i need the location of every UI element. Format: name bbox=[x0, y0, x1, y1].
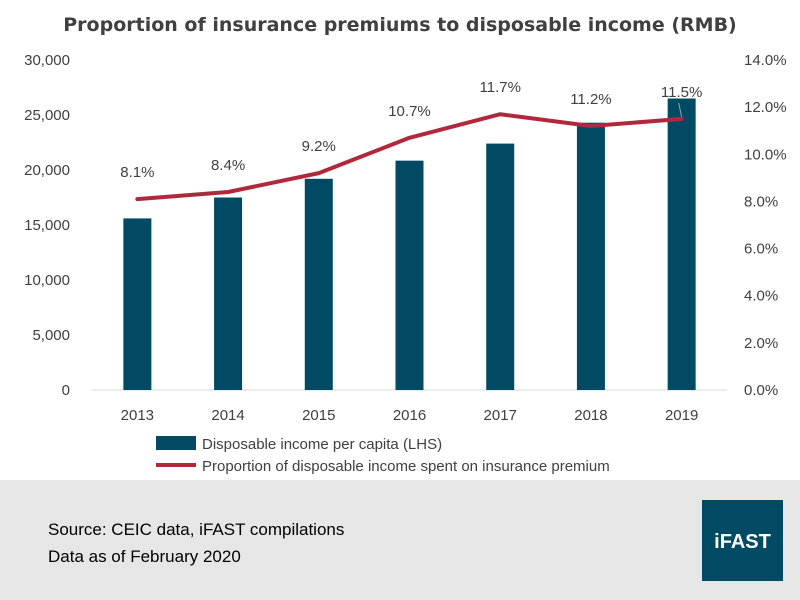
data-label-2015: 9.2% bbox=[302, 138, 336, 155]
data-label-leader bbox=[678, 102, 683, 118]
right-tick-label: 8.0% bbox=[744, 193, 778, 210]
right-axis: 0.0% 2.0% 4.0% 6.0% 8.0% 10.0% 12.0% 14.0% bbox=[744, 52, 787, 399]
left-axis: 0 5,000 10,000 15,000 20,000 25,000 30,000 bbox=[24, 52, 70, 399]
chart-title: Proportion of insurance premiums to disp… bbox=[63, 14, 736, 36]
x-tick-label: 2016 bbox=[393, 407, 426, 424]
data-label-2014: 8.4% bbox=[211, 157, 245, 174]
data-date-note: Data as of February 2020 bbox=[48, 547, 241, 566]
x-tick-label: 2018 bbox=[574, 407, 607, 424]
data-label-2016: 10.7% bbox=[388, 103, 431, 120]
bar-2017 bbox=[486, 143, 515, 390]
legend: Disposable income per capita (LHS) Propo… bbox=[156, 436, 610, 475]
legend-swatch-bar bbox=[156, 436, 196, 450]
footer-background bbox=[0, 480, 800, 600]
right-tick-label: 4.0% bbox=[744, 288, 778, 305]
left-tick-label: 25,000 bbox=[24, 107, 70, 124]
bar-2019 bbox=[667, 98, 696, 390]
left-tick-label: 10,000 bbox=[24, 272, 70, 289]
data-label-2017: 11.7% bbox=[480, 79, 521, 96]
legend-label-line: Proportion of disposable income spent on… bbox=[202, 458, 610, 475]
source-note: Source: CEIC data, iFAST compilations bbox=[48, 520, 344, 539]
x-tick-label: 2014 bbox=[211, 407, 244, 424]
right-tick-label: 2.0% bbox=[744, 335, 778, 352]
right-tick-label: 6.0% bbox=[744, 241, 778, 258]
x-tick-label: 2017 bbox=[484, 407, 517, 424]
bar-2014 bbox=[214, 197, 243, 390]
bar-2015 bbox=[304, 178, 333, 390]
data-label-2018: 11.2% bbox=[570, 91, 611, 108]
left-tick-label: 0 bbox=[62, 382, 70, 399]
left-tick-label: 30,000 bbox=[24, 52, 70, 69]
left-tick-label: 20,000 bbox=[24, 162, 70, 179]
left-tick-label: 15,000 bbox=[24, 217, 70, 234]
right-tick-label: 10.0% bbox=[744, 146, 787, 163]
bar-2016 bbox=[395, 160, 424, 390]
left-tick-label: 5,000 bbox=[32, 327, 70, 344]
footer: Source: CEIC data, iFAST compilations Da… bbox=[0, 480, 800, 600]
line-series bbox=[135, 112, 684, 202]
x-tick-label: 2013 bbox=[121, 407, 154, 424]
right-tick-label: 14.0% bbox=[744, 52, 787, 69]
x-tick-label: 2019 bbox=[665, 407, 698, 424]
x-tick-label: 2015 bbox=[302, 407, 335, 424]
premium-line bbox=[135, 112, 684, 202]
bar-series bbox=[123, 98, 696, 390]
right-tick-label: 0.0% bbox=[744, 382, 778, 399]
right-tick-label: 12.0% bbox=[744, 99, 787, 116]
legend-label-bar: Disposable income per capita (LHS) bbox=[202, 436, 442, 453]
bar-2018 bbox=[576, 122, 605, 390]
bar-2013 bbox=[123, 218, 152, 390]
data-labels: 8.1% 8.4% 9.2% 10.7% 11.7% 11.2% 11.5% bbox=[120, 79, 702, 181]
data-label-2013: 8.1% bbox=[120, 164, 154, 181]
x-axis: 2013 2014 2015 2016 2017 2018 2019 bbox=[92, 389, 727, 424]
data-label-2019: 11.5% bbox=[661, 84, 702, 101]
ifast-logo bbox=[702, 500, 783, 581]
ifast-logo-text: iFAST bbox=[714, 531, 771, 553]
